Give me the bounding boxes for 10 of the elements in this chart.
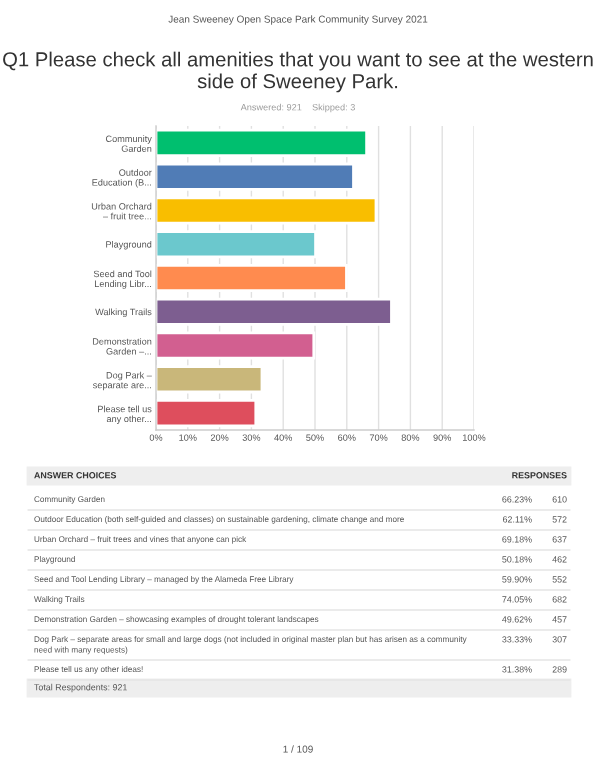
bar — [156, 230, 317, 259]
bar — [156, 297, 393, 326]
bar — [156, 331, 316, 360]
bar — [156, 263, 348, 293]
bar — [156, 365, 264, 394]
chart-title: Q1 Please check all amenities that you want to see at the western side of Sweeney Park. — [3, 51, 593, 93]
bar — [156, 128, 368, 157]
bar — [156, 399, 258, 428]
bar — [156, 162, 355, 191]
bar — [156, 196, 378, 225]
